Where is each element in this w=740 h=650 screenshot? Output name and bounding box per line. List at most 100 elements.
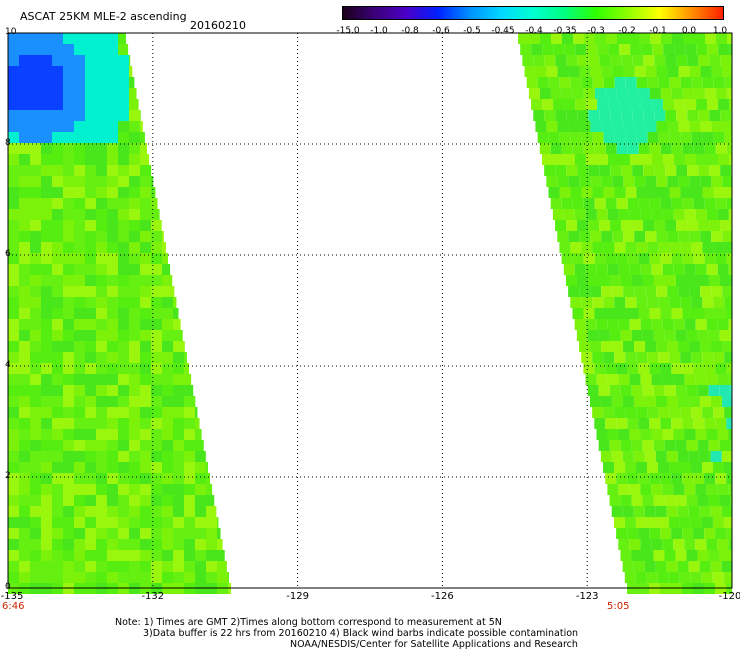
swath-cell — [74, 132, 85, 143]
swath-cell — [85, 407, 96, 418]
swath-cell — [706, 154, 718, 165]
swath-cell — [85, 484, 96, 495]
swath-cell — [52, 484, 63, 495]
swath-cell — [655, 451, 667, 462]
swath-cell — [719, 495, 731, 506]
swath-cell — [30, 418, 41, 429]
swath-cell — [689, 341, 701, 352]
swath-cell — [673, 539, 685, 550]
swath-cell — [617, 33, 628, 44]
swath-cell — [583, 143, 595, 154]
swath-cell — [664, 275, 676, 286]
swath-cell — [52, 88, 63, 99]
swath-cell — [627, 528, 639, 539]
swath-cell — [651, 319, 663, 330]
swath-cell — [30, 561, 41, 572]
swath-cell — [63, 363, 74, 374]
swath-cell — [728, 484, 732, 495]
swath-cell — [74, 198, 85, 209]
swath-cell — [96, 319, 107, 330]
swath-cell — [680, 462, 692, 473]
swath-cell — [625, 462, 637, 473]
swath-cell — [184, 396, 195, 407]
swath-cell — [162, 418, 173, 429]
swath-cell — [8, 88, 19, 99]
swath-cell — [663, 99, 675, 110]
swath-cell — [641, 99, 653, 110]
swath-cell — [638, 308, 650, 319]
swath-cell — [622, 451, 634, 462]
swath-cell — [30, 330, 41, 341]
swath-cell — [704, 363, 716, 374]
swath-cell — [52, 297, 63, 308]
swath-cell — [563, 154, 575, 165]
swath-cell — [585, 264, 597, 275]
swath-cell — [727, 33, 732, 44]
swath-cell — [52, 440, 63, 451]
swath-cell — [702, 77, 714, 88]
swath-cell — [118, 308, 129, 319]
swath-cell — [52, 264, 63, 275]
swath-cell — [129, 308, 140, 319]
swath-cell — [85, 55, 96, 66]
swath-cell — [162, 506, 173, 517]
swath-cell — [107, 429, 118, 440]
swath-cell — [667, 286, 679, 297]
swath-cell — [74, 407, 85, 418]
swath-cell — [129, 231, 140, 242]
swath-cell — [700, 231, 712, 242]
swath-cell — [107, 154, 118, 165]
swath-cell — [671, 143, 683, 154]
swath-cell — [41, 418, 52, 429]
swath-cell — [8, 418, 19, 429]
swath-cell — [52, 176, 63, 187]
swath-cell — [607, 374, 619, 385]
swath-cell — [173, 440, 184, 451]
swath-cell — [671, 253, 683, 264]
swath-cell — [140, 231, 151, 242]
swath-cell — [206, 506, 217, 517]
swath-cell — [550, 88, 562, 99]
swath-cell — [717, 429, 729, 440]
swath-cell — [96, 121, 107, 132]
swath-cell — [96, 143, 107, 154]
swath-cell — [74, 418, 85, 429]
swath-cell — [52, 286, 63, 297]
swath-cell — [195, 484, 206, 495]
swath-cell — [535, 66, 547, 77]
swath-cell — [587, 385, 599, 396]
swath-cell — [96, 253, 107, 264]
swath-cell — [74, 143, 85, 154]
swath-cell — [570, 242, 582, 253]
swath-cell — [672, 33, 683, 44]
swath-cell — [629, 209, 641, 220]
swath-cell — [700, 341, 712, 352]
swath-cell — [531, 44, 543, 55]
swath-cell — [118, 341, 129, 352]
swath-cell — [728, 539, 732, 550]
swath-cell — [129, 198, 140, 209]
swath-cell — [118, 539, 129, 550]
swath-cell — [151, 528, 162, 539]
swath-cell — [656, 121, 668, 132]
swath-cell — [162, 429, 173, 440]
swath-cell — [19, 363, 30, 374]
swath-cell — [96, 33, 107, 44]
swath-cell — [195, 561, 206, 572]
swath-cell — [551, 33, 562, 44]
swath-cell — [563, 209, 575, 220]
swath-cell — [217, 572, 228, 583]
swath-cell — [678, 341, 690, 352]
swath-cell — [627, 198, 639, 209]
swath-cell — [590, 341, 602, 352]
swath-cell — [630, 99, 642, 110]
swath-cell — [129, 121, 140, 132]
swath-cell — [19, 242, 30, 253]
swath-cell — [41, 44, 52, 55]
swath-cell — [41, 220, 52, 231]
swath-cell — [74, 374, 85, 385]
swath-cell — [680, 242, 692, 253]
swath-cell — [728, 264, 732, 275]
swath-cell — [603, 407, 615, 418]
swath-cell — [633, 561, 645, 572]
